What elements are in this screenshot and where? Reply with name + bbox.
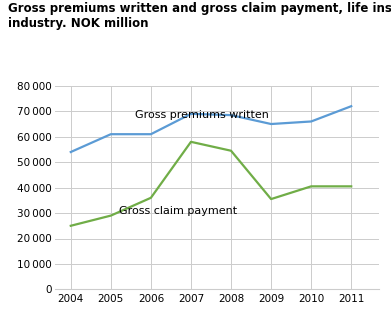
Text: Gross premiums written: Gross premiums written <box>135 110 269 120</box>
Text: Gross premiums written and gross claim payment, life insurance
industry. NOK mil: Gross premiums written and gross claim p… <box>8 2 391 30</box>
Text: Gross claim payment: Gross claim payment <box>119 206 237 216</box>
